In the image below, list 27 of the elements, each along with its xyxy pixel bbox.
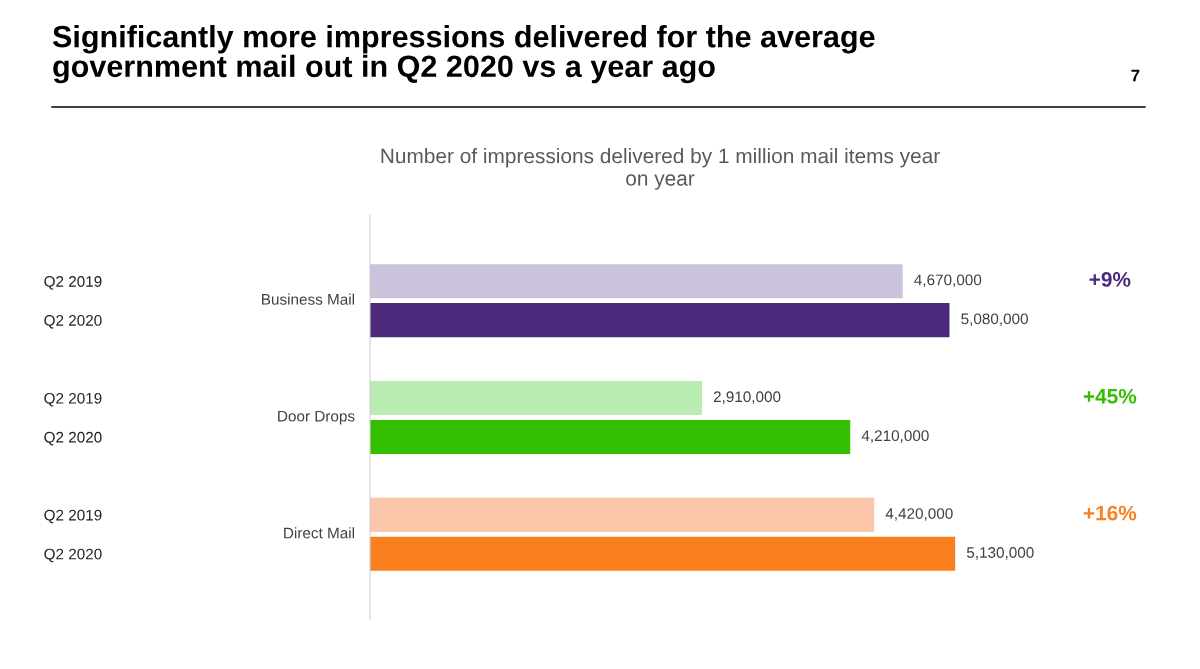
data-label: 4,210,000 <box>861 430 929 443</box>
y-tick-label: Q2 2020 <box>44 548 102 563</box>
y-tick-label: Q2 2019 <box>44 276 102 290</box>
y-tick-label: Q2 2020 <box>44 315 102 329</box>
y-tick-label: Q2 2019 <box>44 392 102 407</box>
text: +9% <box>1089 272 1131 287</box>
text: +16% <box>1083 505 1137 521</box>
bar <box>370 303 950 338</box>
data-label: 4,420,000 <box>885 508 953 521</box>
chart-title: Significantly more impressions delivered for the average government mail out in Q2 2020 vs a year ago <box>52 25 875 84</box>
chart-subtitle: Number of impressions delivered by 1 million mail items year on year <box>381 148 940 190</box>
data-label: 4,670,000 <box>914 274 982 288</box>
bar <box>370 497 875 532</box>
text: Business Mail <box>262 293 355 305</box>
bar <box>370 536 956 571</box>
data-label: 5,130,000 <box>966 547 1034 560</box>
bar <box>370 380 702 416</box>
y-tick-label: Q2 2019 <box>44 509 102 524</box>
bar <box>370 264 903 299</box>
y-tick-label: Q2 2020 <box>44 431 102 446</box>
data-label: 2,910,000 <box>713 391 781 404</box>
data-label: 5,080,000 <box>961 313 1028 327</box>
text: +45% <box>1083 388 1137 404</box>
text: 7 <box>1131 69 1140 82</box>
text: Door Drops <box>278 410 355 425</box>
bar <box>370 419 851 455</box>
text: Direct Mail <box>284 527 355 539</box>
